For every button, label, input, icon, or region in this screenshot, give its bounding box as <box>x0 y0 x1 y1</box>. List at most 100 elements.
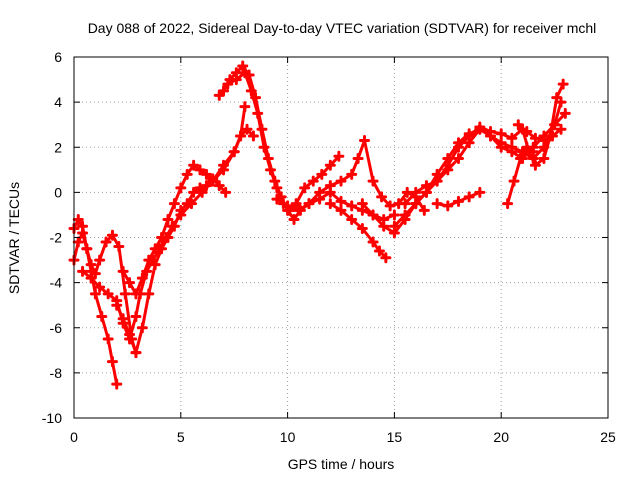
data-point <box>168 198 180 210</box>
data-point <box>452 141 464 153</box>
series-arc-13 <box>431 186 486 212</box>
data-point <box>388 209 400 221</box>
data-point <box>512 119 524 131</box>
data-point <box>356 198 368 210</box>
data-point <box>94 254 106 266</box>
x-tick-label: 20 <box>493 429 509 445</box>
data-point <box>85 259 97 271</box>
data-point <box>239 101 251 113</box>
data-point <box>324 159 336 171</box>
data-point <box>89 288 101 300</box>
y-tick-label: 4 <box>54 94 62 110</box>
data-point <box>495 128 507 140</box>
data-point <box>335 195 347 207</box>
data-point <box>431 198 443 210</box>
data-point <box>538 153 550 165</box>
data-point <box>247 130 259 142</box>
data-point <box>130 288 142 300</box>
data-point <box>376 191 388 203</box>
data-point <box>265 164 277 176</box>
data-point <box>420 180 432 192</box>
data-point <box>388 220 400 232</box>
data-point <box>358 134 370 146</box>
data-point <box>352 153 364 165</box>
chart-title: Day 088 of 2022, Sidereal Day-to-day VTE… <box>88 20 597 36</box>
data-point <box>314 186 326 198</box>
data-point <box>271 182 283 194</box>
data-point <box>463 130 475 142</box>
series-arc-2 <box>68 227 142 359</box>
data-point <box>521 125 533 137</box>
series-line <box>72 217 119 386</box>
data-point <box>555 123 567 135</box>
data-point <box>102 333 114 345</box>
data-point <box>474 186 486 198</box>
data-point <box>442 200 454 212</box>
data-point <box>378 220 390 232</box>
data-point <box>130 347 142 359</box>
data-point <box>218 164 230 176</box>
data-point <box>271 193 283 205</box>
y-tick-label: -6 <box>50 320 63 336</box>
data-point <box>485 125 497 137</box>
data-point <box>538 134 550 146</box>
data-point <box>113 241 125 253</box>
data-point <box>346 200 358 212</box>
data-point <box>119 288 131 300</box>
data-point <box>399 198 411 210</box>
data-point <box>124 277 136 289</box>
data-point <box>527 146 539 158</box>
data-point <box>333 150 345 162</box>
data-point <box>506 132 518 144</box>
data-point <box>77 265 89 277</box>
y-tick-label: 2 <box>54 139 62 155</box>
data-point <box>356 222 368 234</box>
data-point <box>335 175 347 187</box>
grid <box>74 57 608 418</box>
data-point <box>228 146 240 158</box>
series-arc-9 <box>324 198 392 264</box>
data-point <box>175 182 187 194</box>
x-tick-label: 0 <box>70 429 78 445</box>
series-arc-15 <box>512 119 567 146</box>
data-point <box>106 356 118 368</box>
data-point <box>72 236 84 248</box>
data-point <box>149 259 161 271</box>
data-point <box>452 195 464 207</box>
data-point <box>367 209 379 221</box>
data-point <box>149 243 161 255</box>
data-point <box>175 204 187 216</box>
data-point <box>117 265 129 277</box>
data-point <box>72 213 84 225</box>
data-point <box>89 268 101 280</box>
data-point <box>290 198 302 210</box>
data-point <box>136 272 148 284</box>
data-point <box>514 153 526 165</box>
data-point <box>194 164 206 176</box>
data-point <box>81 243 93 255</box>
data-point <box>367 175 379 187</box>
data-point <box>194 182 206 194</box>
data-point <box>299 182 311 194</box>
series-arc-12 <box>399 78 569 210</box>
data-point <box>168 220 180 232</box>
data-point <box>188 159 200 171</box>
data-point <box>324 180 336 192</box>
y-tick-label: -10 <box>42 410 62 426</box>
data-point <box>143 254 155 266</box>
y-tick-label: 0 <box>54 184 62 200</box>
data-point <box>96 310 108 322</box>
data-point <box>282 200 294 212</box>
data-point <box>303 198 315 210</box>
y-tick-label: -8 <box>50 365 63 381</box>
data-point <box>181 168 193 180</box>
x-axis-label: GPS time / hours <box>288 456 395 472</box>
data-point <box>324 198 336 210</box>
data-point <box>551 92 563 104</box>
data-point <box>111 378 123 390</box>
data-point <box>463 191 475 203</box>
data-point <box>292 204 304 216</box>
data-point <box>230 74 242 86</box>
x-tick-label: 25 <box>600 429 616 445</box>
